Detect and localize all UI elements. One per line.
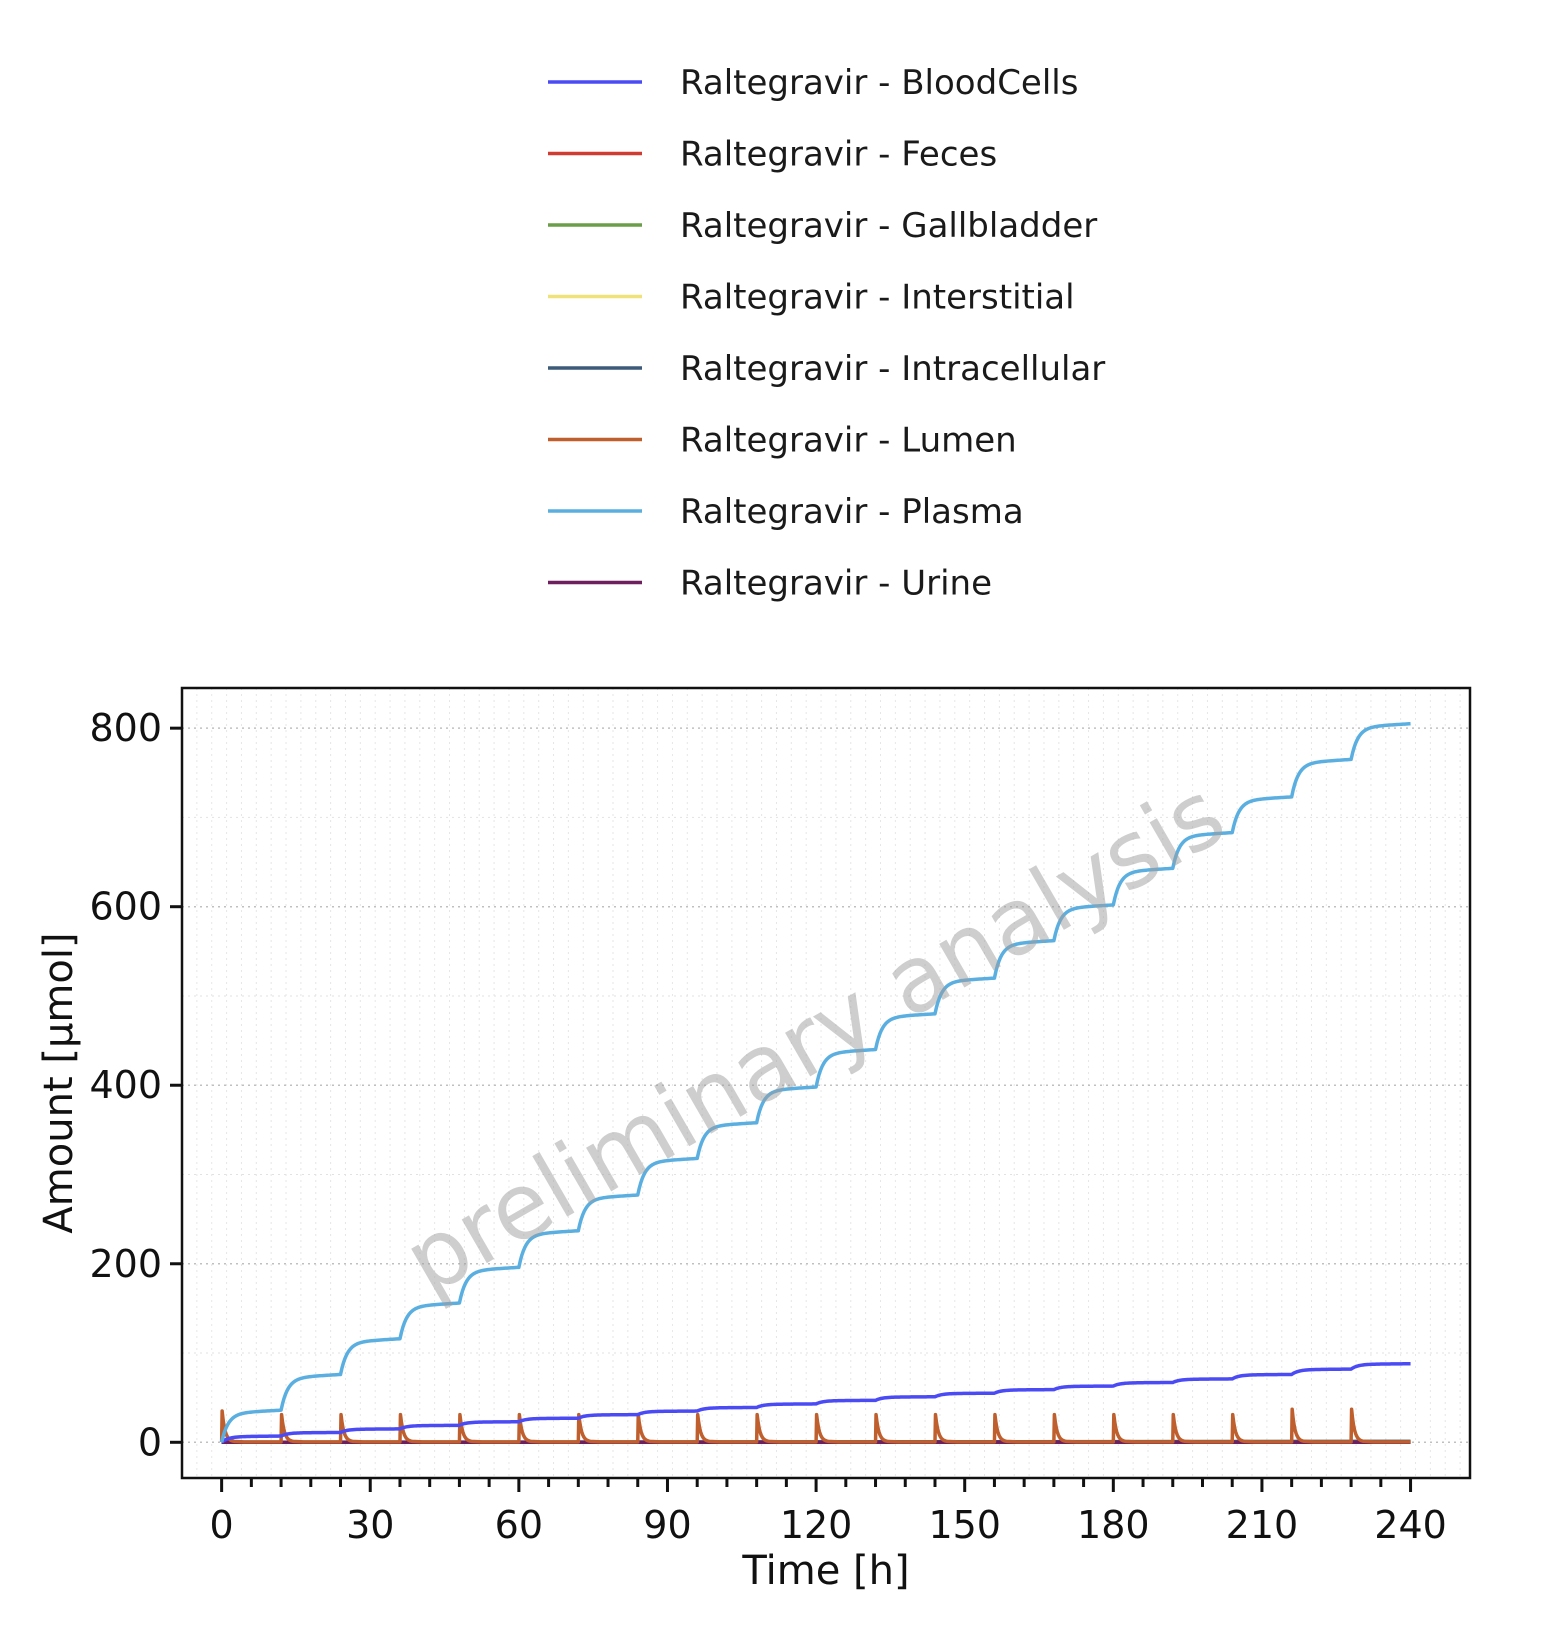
legend-entry: Raltegravir - BloodCells bbox=[680, 63, 1078, 103]
y-axis-label: Amount [µmol] bbox=[36, 932, 82, 1233]
legend-entry: Raltegravir - Plasma bbox=[680, 492, 1024, 532]
y-tick-label: 0 bbox=[138, 1420, 162, 1464]
legend-entry: Raltegravir - Interstitial bbox=[680, 278, 1075, 318]
plot-frame bbox=[180, 686, 1472, 1480]
x-tick-label: 240 bbox=[1374, 1503, 1447, 1547]
series-layer bbox=[219, 721, 1411, 1445]
x-tick-label: 120 bbox=[780, 1503, 853, 1547]
x-tick-label: 150 bbox=[928, 1503, 1001, 1547]
y-tick-label: 200 bbox=[89, 1242, 162, 1286]
series-line-plasma bbox=[219, 721, 1411, 1443]
x-tick-label: 60 bbox=[495, 1503, 543, 1547]
y-tick-label: 600 bbox=[89, 885, 162, 929]
legend-entry: Raltegravir - Gallbladder bbox=[680, 206, 1097, 246]
y-tick-label: 400 bbox=[89, 1063, 162, 1107]
x-tick-label: 210 bbox=[1226, 1503, 1299, 1547]
x-tick-label: 180 bbox=[1077, 1503, 1150, 1547]
x-axis-label: Time [h] bbox=[741, 1548, 909, 1594]
y-axis: 0 200 400 600 800 bbox=[89, 706, 182, 1464]
x-axis: 0 30 60 90 120 150 180 210 240 bbox=[210, 1478, 1447, 1547]
legend-entry: Raltegravir - Lumen bbox=[680, 421, 1017, 461]
x-tick-label: 90 bbox=[643, 1503, 691, 1547]
legend-entry: Raltegravir - Feces bbox=[680, 135, 997, 175]
series-line-lumen bbox=[219, 1407, 1411, 1444]
x-tick-label: 30 bbox=[346, 1503, 394, 1547]
legend-entry: Raltegravir - Urine bbox=[680, 564, 992, 604]
series-line-bloodcells bbox=[220, 1361, 1411, 1444]
y-tick-label: 800 bbox=[89, 706, 162, 750]
legend: Raltegravir - BloodCells Raltegravir - Fe… bbox=[548, 63, 1105, 604]
watermark: preliminary analysis bbox=[387, 760, 1242, 1316]
legend-entry: Raltegravir - Intracellular bbox=[680, 349, 1105, 389]
x-tick-label: 0 bbox=[210, 1503, 234, 1547]
